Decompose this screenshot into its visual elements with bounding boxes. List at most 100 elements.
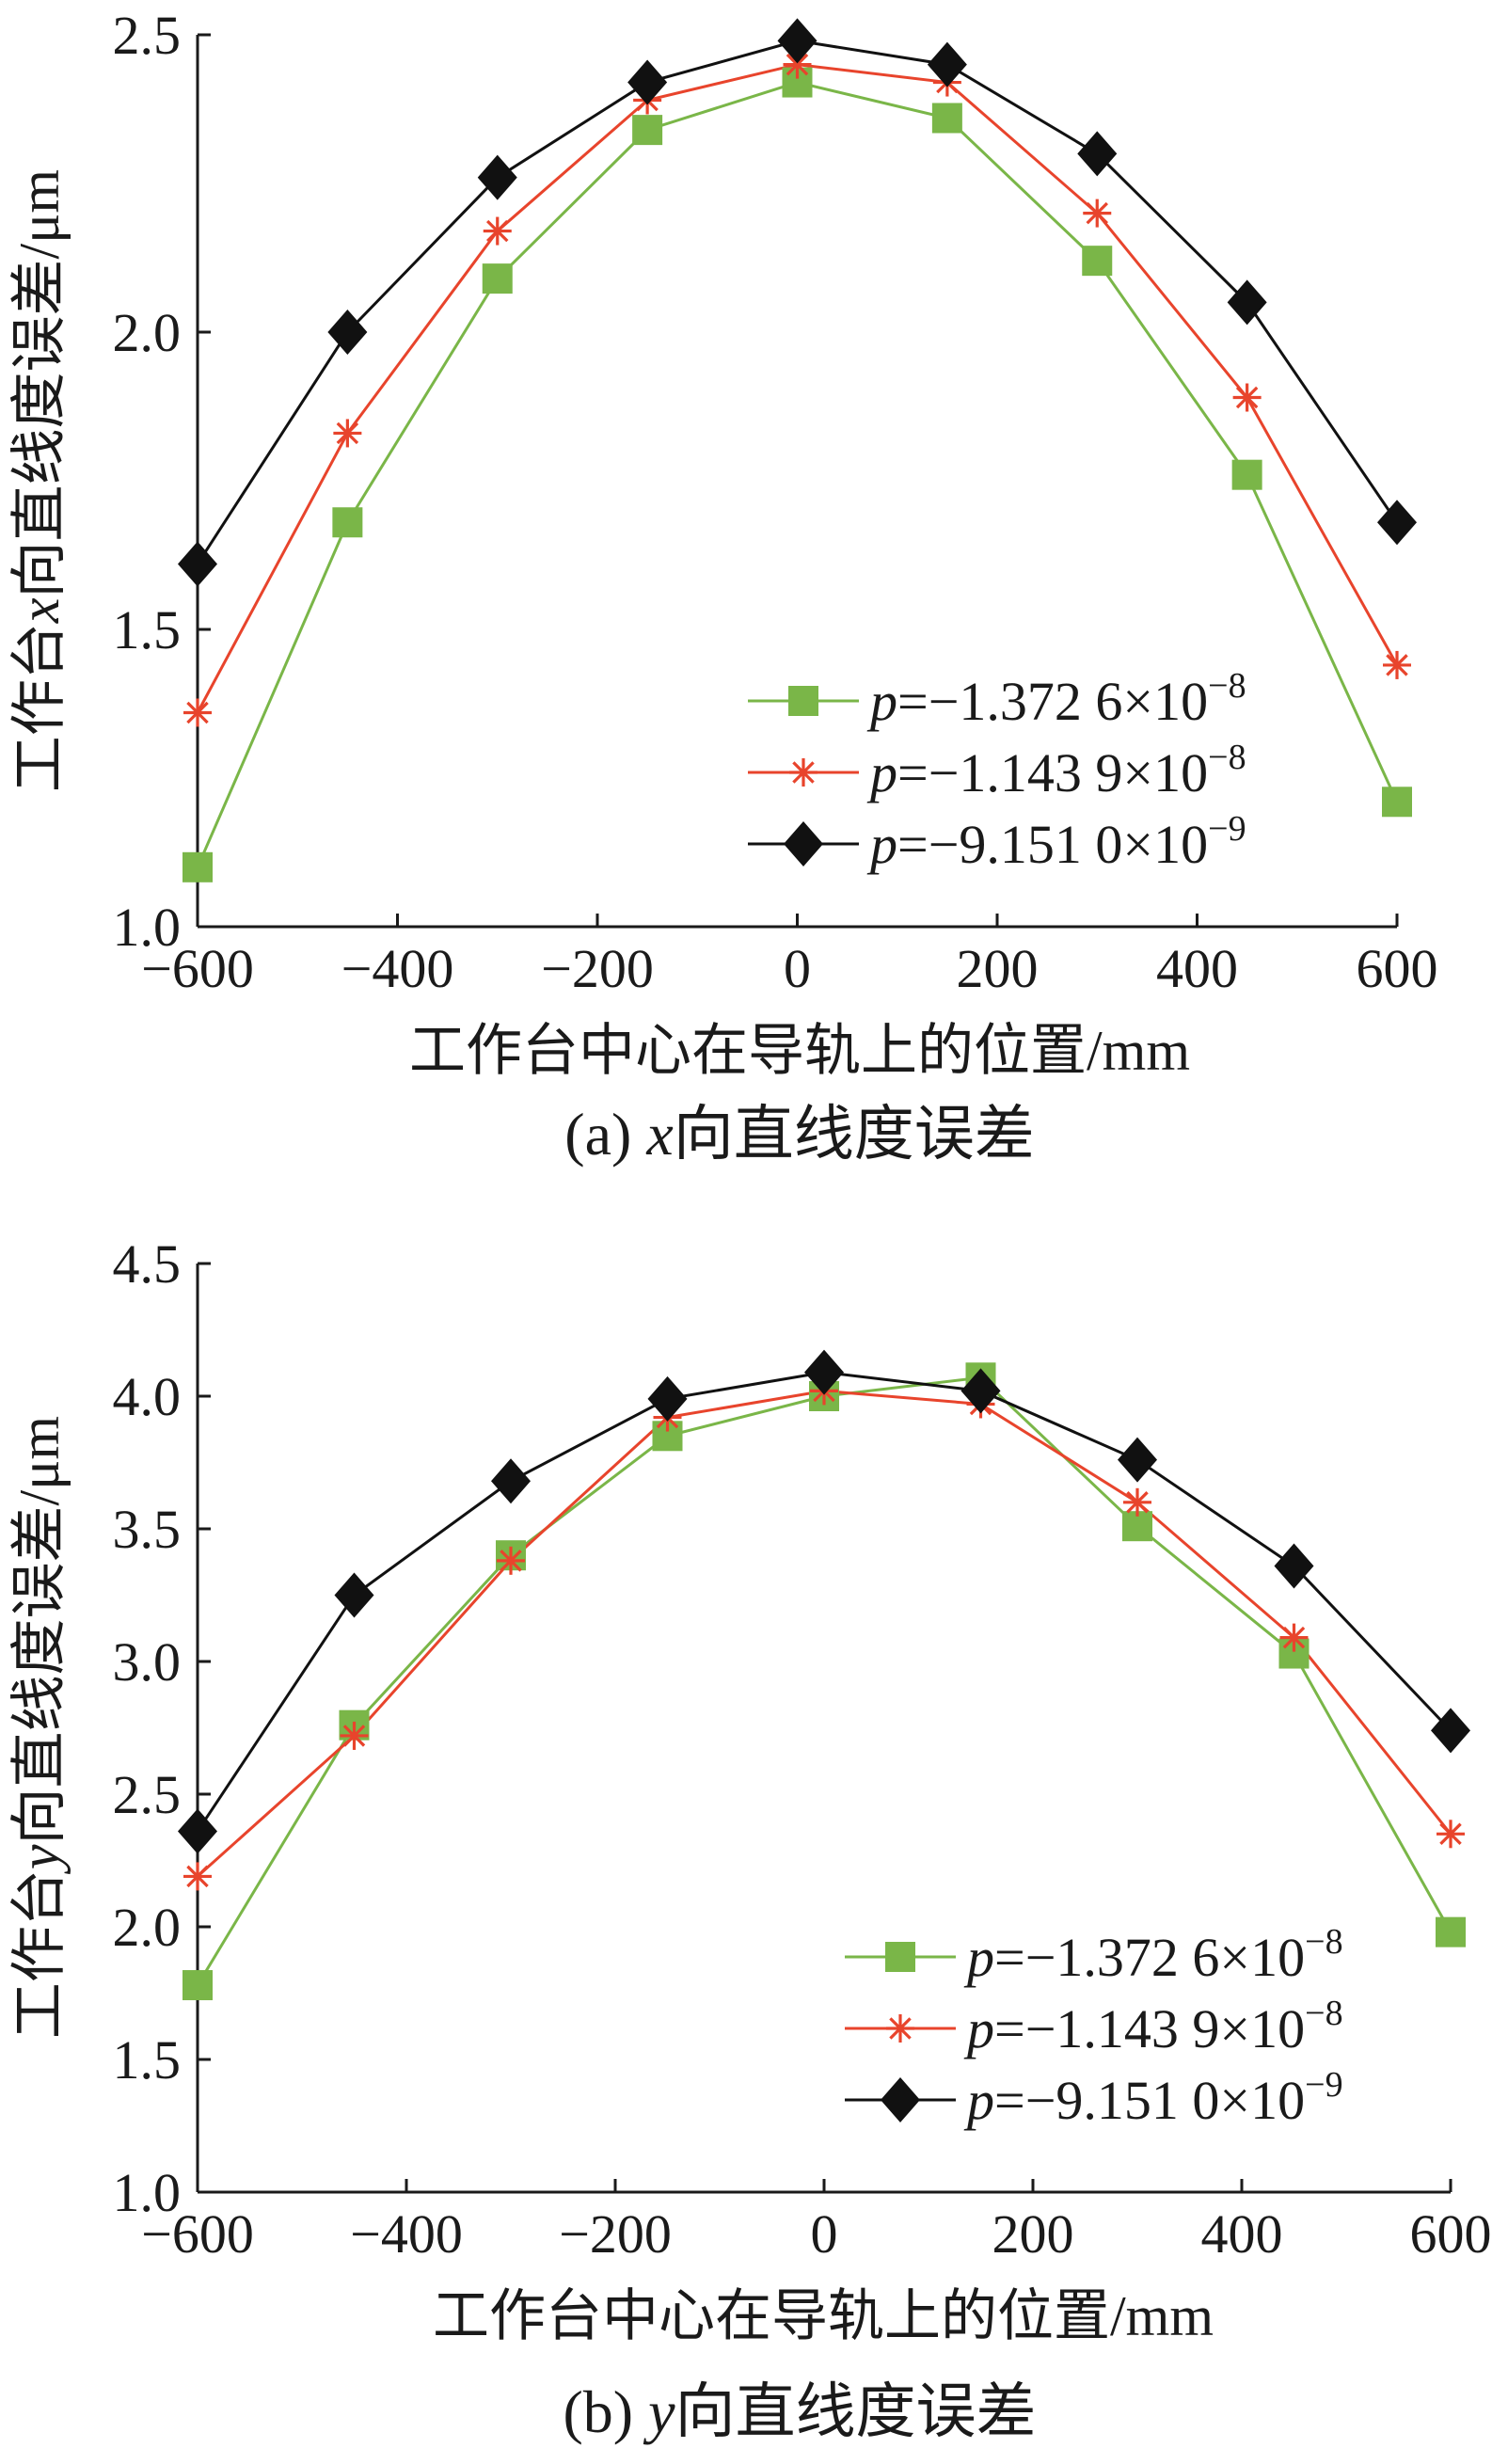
legend-value: =−1.143 9×10 [994,1998,1305,2059]
svg-text:p=−1.372 6×10−8: p=−1.372 6×10−8 [866,666,1246,732]
series-layer [178,18,1417,882]
data-point-star [340,1721,369,1750]
series-line [196,1371,1452,1833]
series-line [196,39,1399,565]
data-point-star [333,419,362,448]
legend-sample [845,2077,956,2122]
data-point-diamond [1077,131,1118,177]
legend-var: p [866,742,897,803]
data-point-star [783,50,812,79]
legend-var: p [866,814,897,875]
legend: p=−1.372 6×10−8 p=−1.143 9×10−8 p=−9.151… [845,1922,1343,2131]
series-line [196,1375,1452,1986]
data-point-square [788,686,818,716]
legend-sample [748,758,859,787]
y-axis-label-pre: 工作台 [8,1869,71,2039]
legend-value: =−1.372 6×10 [994,1927,1305,1988]
svg-text:p=−9.151 0×10−9: p=−9.151 0×10−9 [963,2065,1343,2131]
y-tick-label: 4.5 [113,1233,182,1295]
data-point-diamond [784,821,823,866]
y-tick-label: 3.0 [113,1631,182,1693]
data-point-star [183,1862,212,1891]
x-tick-label: 600 [1357,938,1438,999]
x-tick-label: −600 [141,2203,254,2265]
data-point-diamond [960,1368,1001,1414]
series-line [196,1389,1452,1878]
x-axis-label: 工作台中心在导轨上的位置/mm [433,2285,1214,2347]
x-ticks: −600 −400 −200 0 200 400 600 [141,914,1438,999]
data-point-square [183,851,213,882]
data-point-diamond [777,18,817,64]
x-tick-label: 600 [1410,2203,1492,2265]
svg-text:p=−1.143 9×10−8: p=−1.143 9×10−8 [866,738,1246,803]
data-point-star [483,216,512,246]
legend-exp: −8 [1208,666,1246,706]
y-tick-label: 1.5 [113,599,182,660]
series-layer [178,1349,1470,2001]
data-point-square [183,1970,213,2001]
x-tick-label: 400 [1201,2203,1283,2265]
y-axis-label-post: 向直线度误差/μm [8,169,71,598]
legend-var: p [963,2070,994,2131]
x-tick-label: −200 [559,2203,672,2265]
legend-value: =−9.151 0×10 [994,2070,1305,2131]
legend-var: p [963,1998,994,2059]
legend-entry: p=−9.151 0×10−9 [845,2065,1343,2131]
legend-entry: p=−1.143 9×10−8 [845,1994,1343,2059]
y-ticks: 1.0 1.5 2.0 2.5 3.0 3.5 4.0 4.5 [113,1233,211,2223]
x-ticks: −600 −400 −200 0 200 400 600 [141,2179,1492,2265]
y-tick-label: 3.5 [113,1499,182,1560]
data-point-diamond [1227,279,1267,326]
legend-exp: −8 [1208,738,1246,777]
y-axis-label: 工作台x向直线度误差/μm [8,169,71,792]
data-point-diamond [1431,1708,1470,1754]
data-point-square [482,263,513,294]
data-point-star [886,2014,914,2043]
legend-exp: −9 [1305,2065,1342,2105]
y-axis-label-pre: 工作台 [8,623,71,792]
y-axis-label-var: y [8,1844,71,1875]
x-tick-label: −400 [350,2203,463,2265]
data-point-diamond [1377,500,1417,546]
series-line [196,63,1399,714]
data-point-diamond [627,59,668,105]
data-point-star [183,698,212,727]
x-tick-label: −400 [341,938,454,999]
y-tick-label: 2.0 [113,302,182,363]
svg-text:p=−9.151 0×10−9: p=−9.151 0×10−9 [866,809,1246,875]
data-point-star [1123,1487,1151,1517]
data-point-square [1382,787,1412,818]
chart-panel-a: 1.01.52.02.5 −600 −400 −200 0 200 400 600 工作台x… [8,5,1438,1168]
legend-sample [845,1942,956,1972]
svg-text:p=−1.372 6×10−8: p=−1.372 6×10−8 [963,1922,1343,1988]
caption-var: y [643,2378,675,2445]
data-point-square [1082,246,1113,277]
data-point-diamond [178,1808,217,1854]
caption-rest: 向直线度误差 [674,1101,1035,1168]
data-point-square [885,1942,915,1972]
y-tick-label: 2.0 [113,1897,182,1958]
x-tick-label: 0 [784,938,811,999]
data-point-square [931,103,962,134]
x-tick-label: 400 [1156,938,1238,999]
caption-prefix: (a) [564,1101,646,1168]
data-point-diamond [647,1375,688,1422]
x-tick-label: −600 [141,938,254,999]
panel-caption: (b) y向直线度误差 [563,2378,1036,2445]
data-point-diamond [327,310,368,355]
data-point-square [332,507,363,538]
caption-prefix: (b) [563,2378,648,2445]
x-tick-label: 0 [811,2203,838,2265]
panel-caption: (a) x向直线度误差 [564,1101,1034,1168]
x-axis-label: 工作台中心在导轨上的位置/mm [409,1020,1190,1082]
y-axis-label-var: x [8,597,71,624]
data-point-diamond [804,1349,844,1395]
legend-sample [748,821,859,866]
y-axis-label: 工作台y向直线度误差/μm [8,1416,71,2039]
legend-value: =−1.372 6×10 [897,671,1208,732]
y-axis-label-post: 向直线度误差/μm [8,1416,71,1845]
y-tick-label: 1.0 [113,2162,182,2223]
legend-exp: −9 [1208,809,1246,849]
data-point-square [632,115,663,146]
x-tick-label: −200 [541,938,654,999]
